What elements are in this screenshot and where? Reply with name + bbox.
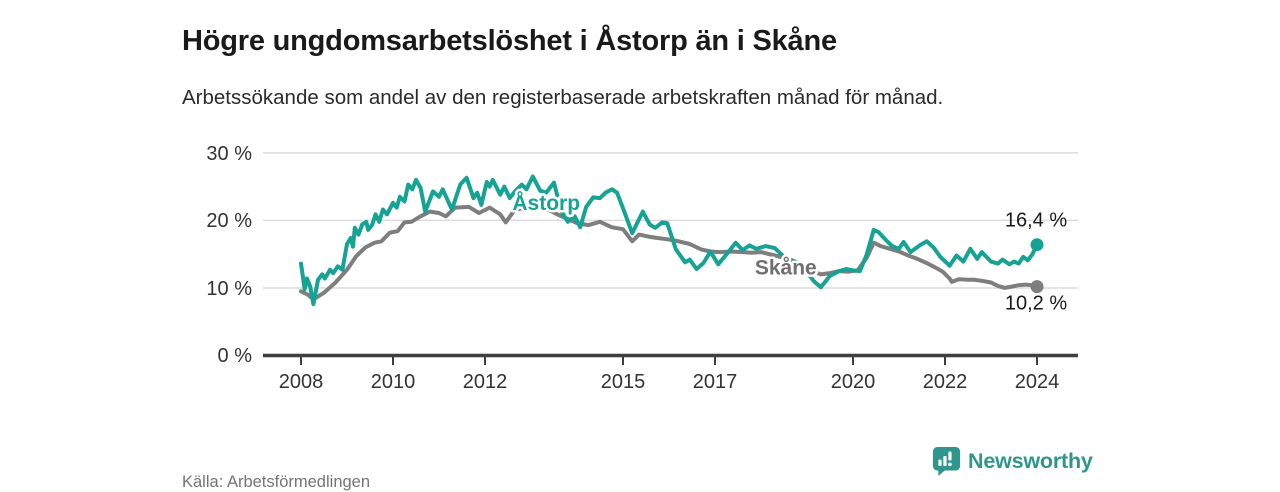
- x-tick-label-2020: 2020: [831, 371, 876, 393]
- newsworthy-logo: Newsworthy: [932, 446, 1093, 476]
- skane-end-value: 10,2 %: [1005, 293, 1067, 315]
- y-tick-label-10: 10 %: [206, 278, 252, 300]
- skane-line: [299, 204, 1039, 302]
- skane-end-dot: [1030, 280, 1044, 294]
- x-axis-labels: 2008 2010 2012 2015 2017 2020 2022 2024: [279, 371, 1060, 393]
- x-tick-marks: [300, 356, 1038, 365]
- skane-series-label: Skåne: [755, 257, 817, 280]
- y-tick-label-20: 20 %: [206, 210, 252, 232]
- y-tick-label-0: 0 %: [218, 345, 253, 367]
- x-tick-label-2024: 2024: [1015, 371, 1060, 393]
- page-title: Högre ungdomsarbetslöshet i Åstorp än i …: [182, 25, 837, 58]
- astorp-end-value: 16,4 %: [1005, 210, 1067, 232]
- x-tick-label-2008: 2008: [279, 371, 324, 393]
- astorp-line: [299, 174, 1039, 307]
- x-tick-label-2015: 2015: [601, 371, 646, 393]
- y-axis-labels: 30 % 20 % 10 % 0 %: [206, 143, 252, 367]
- x-tick-label-2012: 2012: [463, 371, 508, 393]
- gridlines: [263, 152, 1078, 289]
- line-chart: 30 % 20 % 10 % 0 % 2008 2010 2012 2015 2…: [206, 143, 1078, 393]
- x-tick-label-2017: 2017: [693, 371, 738, 393]
- newsworthy-chart-bubble-icon: [932, 446, 961, 476]
- astorp-end-dot: [1030, 238, 1044, 252]
- x-tick-label-2010: 2010: [371, 371, 416, 393]
- series-lines: [299, 174, 1044, 307]
- chart-subtitle: Arbetssökande som andel av den registerb…: [182, 85, 944, 109]
- y-tick-label-30: 30 %: [206, 143, 252, 165]
- brand-wordmark: Newsworthy: [968, 448, 1093, 473]
- x-tick-label-2022: 2022: [923, 371, 968, 393]
- x-axis: 2008 2010 2012 2015 2017 2020 2022 2024: [263, 353, 1078, 393]
- source-note: Källa: Arbetsförmedlingen: [182, 472, 371, 491]
- astorp-series-label: Åstorp: [512, 191, 580, 215]
